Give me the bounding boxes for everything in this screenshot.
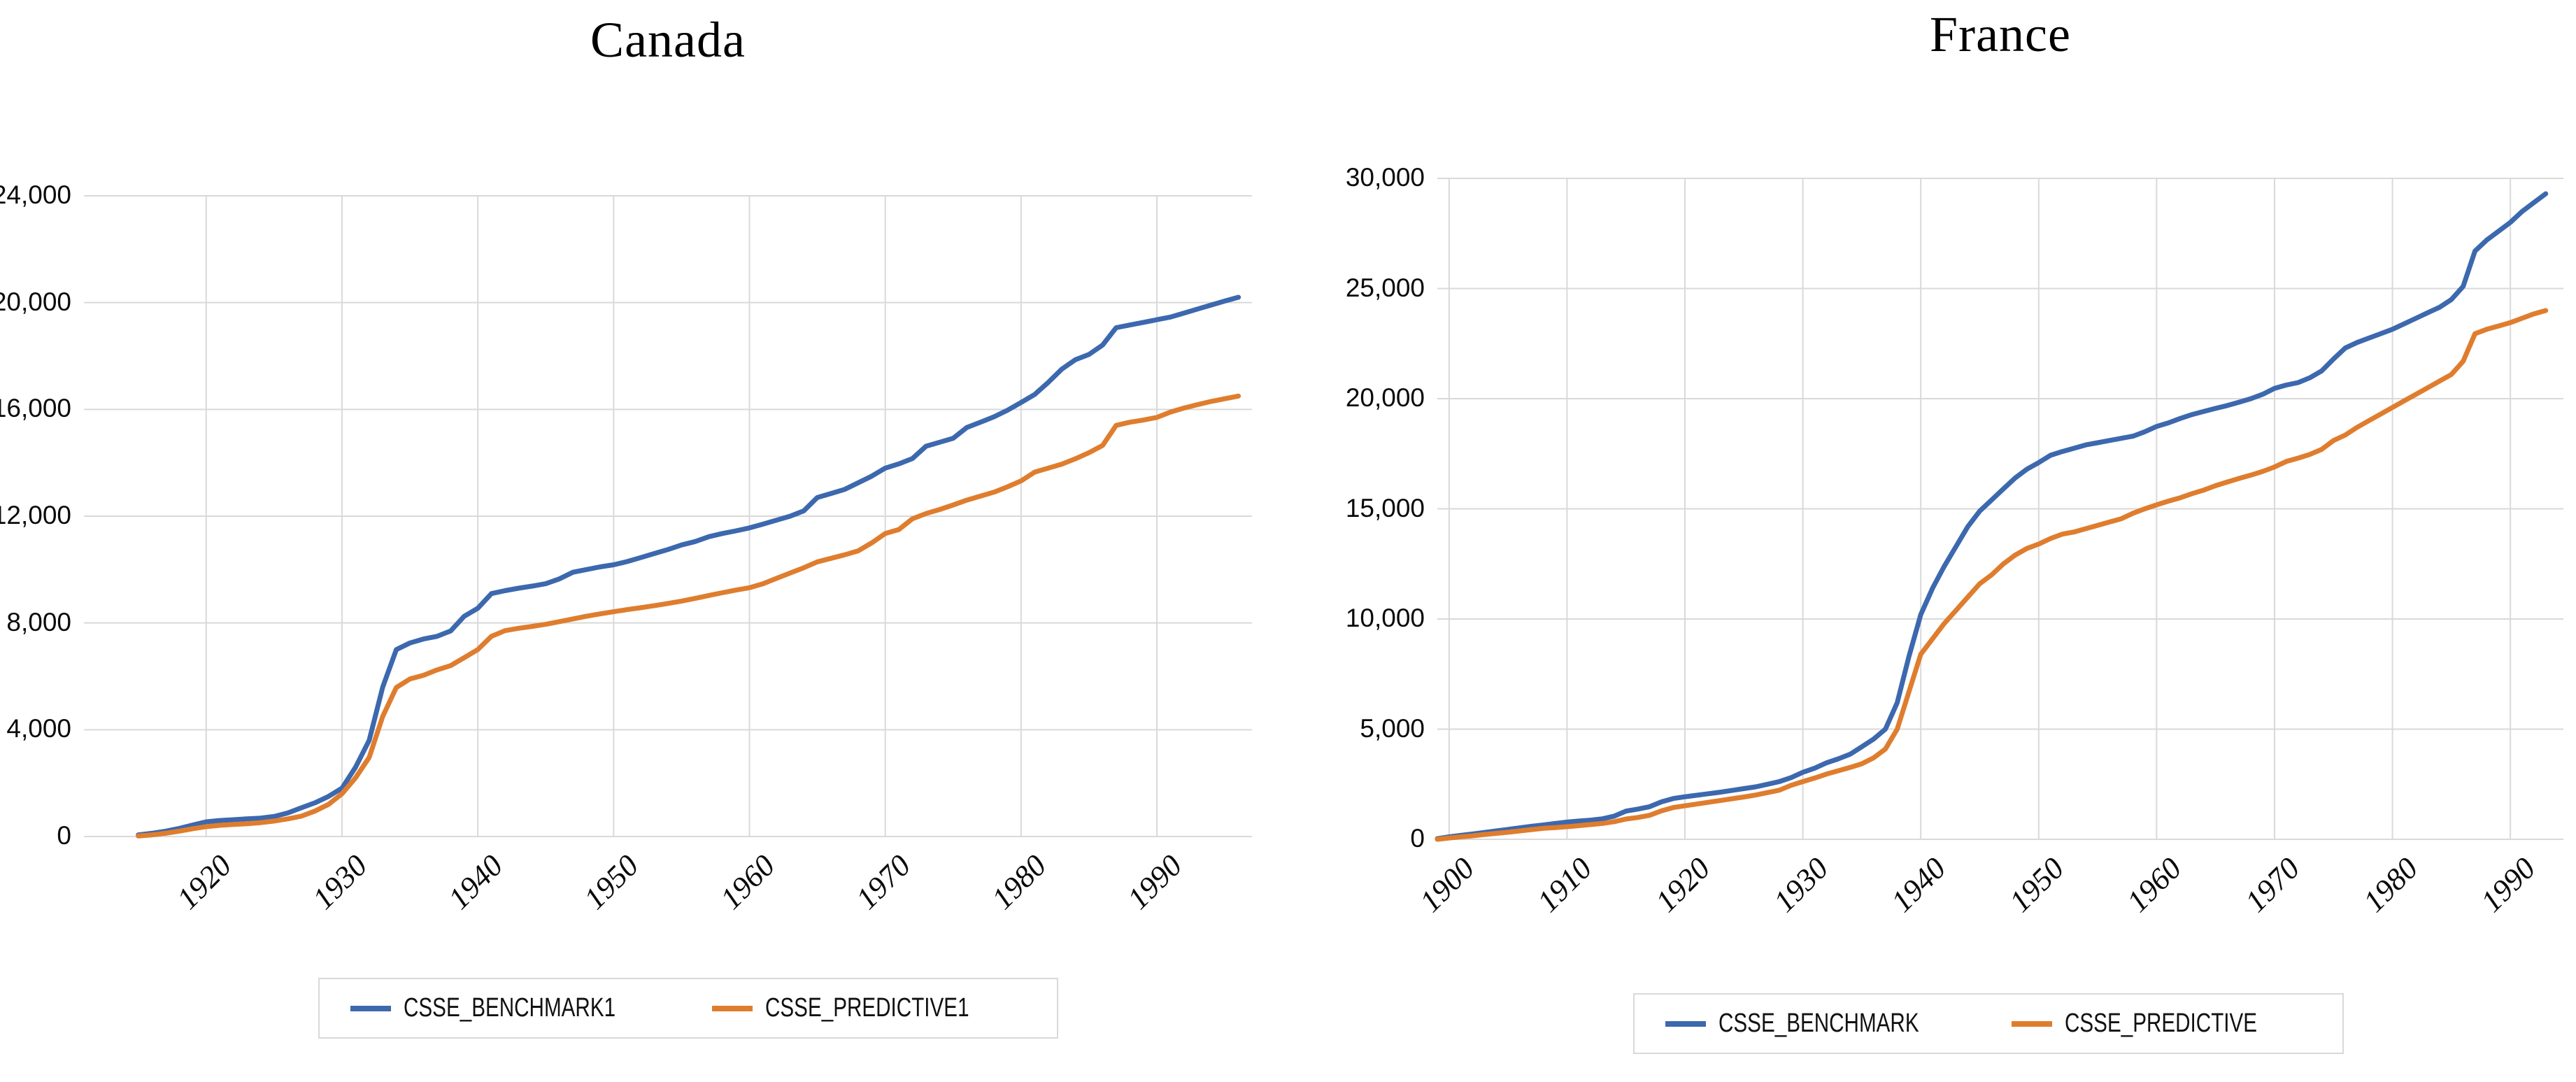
france-plot-area: 0 5,000 10,000 15,000 20,000 25,000 30,000 1900… xyxy=(1346,163,2563,919)
x-axis-tick-label: 1950 xyxy=(577,848,646,916)
chart-canvas xyxy=(1435,178,2563,842)
series-line-csse_predictive1 xyxy=(136,393,1241,839)
y-axis-tick-label: 25,000 xyxy=(1345,273,1425,302)
y-axis-tick-label: 20,000 xyxy=(0,287,71,316)
x-axis-tick-label: 1980 xyxy=(2356,850,2424,919)
legend-label: CSSE_PREDICTIVE xyxy=(2065,1009,2258,1038)
chart-title-canada: Canada xyxy=(590,12,746,68)
y-axis-tick-label: 5,000 xyxy=(1360,713,1425,743)
legend-label: CSSE_PREDICTIVE1 xyxy=(764,993,969,1023)
canada-legend: CSSE_BENCHMARK1 CSSE_PREDICTIVE1 xyxy=(318,978,1059,1039)
x-axis-tick-label: 1940 xyxy=(441,848,510,916)
x-axis-tick-label: 1980 xyxy=(985,848,1053,916)
x-axis-tick-label: 1920 xyxy=(170,848,239,916)
x-axis-tick-label: 1970 xyxy=(2238,850,2307,919)
legend-item: CSSE_BENCHMARK xyxy=(1665,1009,1975,1039)
predictive1-line-swatch xyxy=(711,1005,753,1011)
x-axis-tick-label: 1930 xyxy=(306,848,374,916)
x-axis-tick-label: 1960 xyxy=(713,848,781,916)
y-axis-tick-label: 15,000 xyxy=(1345,493,1425,522)
chart-canvas xyxy=(84,195,1252,839)
legend-label: CSSE_BENCHMARK1 xyxy=(404,993,616,1023)
legend-item: CSSE_PREDICTIVE xyxy=(2012,1009,2312,1039)
y-axis-tick-label: 8,000 xyxy=(6,607,71,636)
x-axis-tick-label: 1900 xyxy=(1413,850,1481,919)
x-axis-tick-label: 1960 xyxy=(2120,850,2189,919)
x-axis-tick-label: 1940 xyxy=(1884,850,1953,919)
x-axis-tick-label: 1950 xyxy=(2002,850,2071,919)
y-axis-tick-label: 24,000 xyxy=(0,180,71,209)
france-legend: CSSE_BENCHMARK CSSE_PREDICTIVE xyxy=(1633,993,2344,1054)
y-axis-tick-label: 4,000 xyxy=(6,714,71,743)
y-axis-tick-label: 10,000 xyxy=(1345,604,1425,632)
chart-title-france: France xyxy=(1930,6,2071,62)
canada-plot-area: 0 4,000 8,000 12,000 16,000 20,000 24,000 1920 1… xyxy=(0,180,1252,916)
y-axis-tick-label: 0 xyxy=(1410,824,1425,853)
x-axis-tick-label: 1990 xyxy=(2474,850,2542,919)
series-line-csse_benchmark xyxy=(1435,191,2549,841)
x-axis-tick-label: 1920 xyxy=(1649,850,1717,919)
benchmark1-line-swatch xyxy=(350,1005,391,1011)
x-axis-tick-label: 1990 xyxy=(1120,848,1189,916)
y-axis-tick-label: 30,000 xyxy=(1345,163,1425,192)
y-axis-tick-label: 12,000 xyxy=(0,501,71,529)
x-axis-tick-label: 1910 xyxy=(1530,850,1599,919)
legend-item: CSSE_BENCHMARK1 xyxy=(350,993,676,1023)
legend-item: CSSE_PREDICTIVE1 xyxy=(711,993,1027,1023)
y-axis-tick-label: 0 xyxy=(57,821,71,850)
benchmark-line-swatch xyxy=(1665,1020,1706,1027)
x-axis-tick-label: 1930 xyxy=(1767,850,1835,919)
predictive-line-swatch xyxy=(2012,1020,2053,1027)
y-axis-tick-label: 20,000 xyxy=(1345,383,1425,412)
y-axis-tick-label: 16,000 xyxy=(0,394,71,423)
series-line-csse_predictive xyxy=(1435,308,2549,842)
legend-label: CSSE_BENCHMARK xyxy=(1718,1009,1919,1038)
series-line-csse_benchmark1 xyxy=(136,294,1241,838)
x-axis-tick-label: 1970 xyxy=(849,848,918,916)
